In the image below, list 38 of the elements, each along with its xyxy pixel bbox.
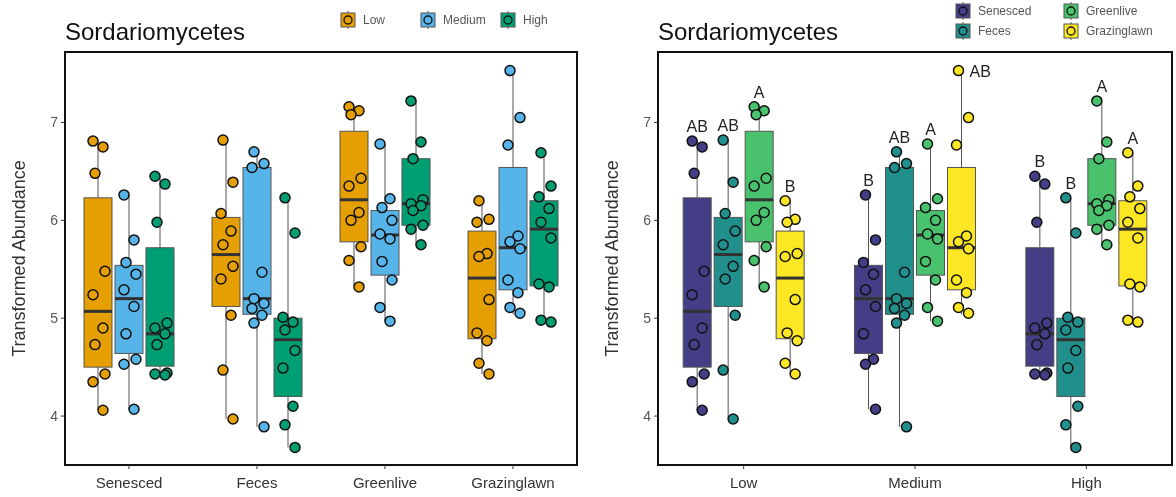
legend-label: Medium: [443, 13, 486, 27]
chart-title: Sordariomycetes: [658, 18, 839, 45]
text: AB: [969, 62, 991, 80]
y-tick-label: 5: [643, 310, 652, 327]
text: AB: [717, 117, 739, 135]
x-tick-label: Feces: [236, 474, 278, 491]
legend-label: Low: [363, 13, 386, 27]
chart-title: Sordariomycetes: [65, 18, 246, 45]
y-tick-label: 4: [643, 408, 652, 425]
legend-label: High: [523, 13, 548, 27]
text: B: [1065, 174, 1077, 192]
text: B: [784, 177, 796, 195]
text: A: [1127, 129, 1139, 147]
x-tick-label: Low: [729, 474, 758, 491]
text: A: [1096, 77, 1108, 95]
x-tick-label: Medium: [888, 474, 942, 491]
y-tick-label: 7: [643, 114, 652, 131]
y-tick-label: 5: [50, 310, 59, 327]
x-tick-label: High: [1070, 474, 1102, 491]
y-tick-label: 6: [643, 212, 652, 229]
legend-label: Grazinglawn: [1086, 24, 1153, 38]
text: A: [925, 121, 936, 138]
text: AB: [888, 128, 911, 146]
x-tick-label: Grazinglawn: [471, 474, 555, 491]
x-tick-label: Senesced: [95, 474, 163, 491]
x-tick-label: Greenlive: [352, 474, 418, 491]
y-axis-title: Transformed Abundance: [602, 160, 622, 357]
y-tick-label: 7: [50, 114, 59, 131]
text: A: [753, 83, 765, 101]
legend-label: Senesced: [978, 4, 1032, 18]
legend-label: Feces: [978, 24, 1011, 38]
y-tick-label: 6: [50, 212, 59, 229]
text: B: [863, 171, 874, 189]
y-axis-title: Transformed Abundance: [9, 160, 29, 357]
text: B: [1034, 153, 1046, 171]
y-tick-label: 4: [50, 408, 59, 425]
legend-label: Greenlive: [1086, 4, 1138, 18]
text: AB: [686, 118, 708, 136]
